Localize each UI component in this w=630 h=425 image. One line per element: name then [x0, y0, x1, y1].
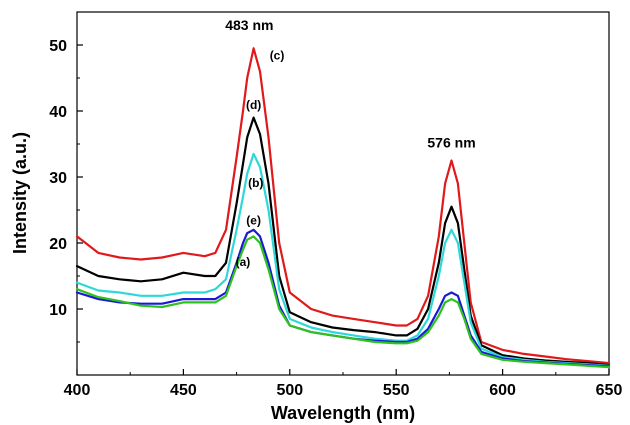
y-tick-label: 10: [49, 302, 67, 319]
y-tick-label: 20: [49, 236, 67, 253]
y-axis: 10 20 30 40 50: [49, 11, 83, 343]
x-axis: 400 450 500 550 600 650: [64, 369, 623, 399]
y-tick-label: 30: [49, 170, 67, 187]
x-tick-label: 400: [64, 382, 91, 399]
x-tick-label: 650: [596, 382, 623, 399]
plot-area: [76, 11, 610, 376]
curve-label: (a): [236, 255, 251, 269]
series-line-e: [75, 228, 611, 368]
y-axis-title: Intensity (a.u.): [10, 132, 30, 254]
x-tick-label: 600: [489, 382, 516, 399]
series-line-b: [75, 152, 611, 367]
peak-annotation: 483 nm: [225, 17, 273, 33]
x-tick-label: 450: [170, 382, 197, 399]
x-axis-title: Wavelength (nm): [271, 403, 415, 423]
curve-label: (d): [246, 98, 261, 112]
curve-label: (b): [248, 176, 263, 190]
y-tick-label: 50: [49, 38, 67, 55]
x-tick-label: 500: [276, 382, 303, 399]
curve-label: (c): [270, 49, 285, 63]
y-tick-label: 40: [49, 104, 67, 121]
x-tick-label: 550: [383, 382, 410, 399]
series-line-a: [75, 235, 611, 369]
series-line-c: [75, 47, 611, 365]
curve-label: (e): [246, 214, 261, 228]
peak-annotation: 576 nm: [427, 134, 475, 150]
series-layer: [75, 47, 611, 369]
annotation-layer: 483 nm 576 nm (c) (d) (b) (e) (a): [225, 17, 475, 269]
series-line-d: [75, 116, 611, 367]
plot-frame: [76, 11, 610, 376]
